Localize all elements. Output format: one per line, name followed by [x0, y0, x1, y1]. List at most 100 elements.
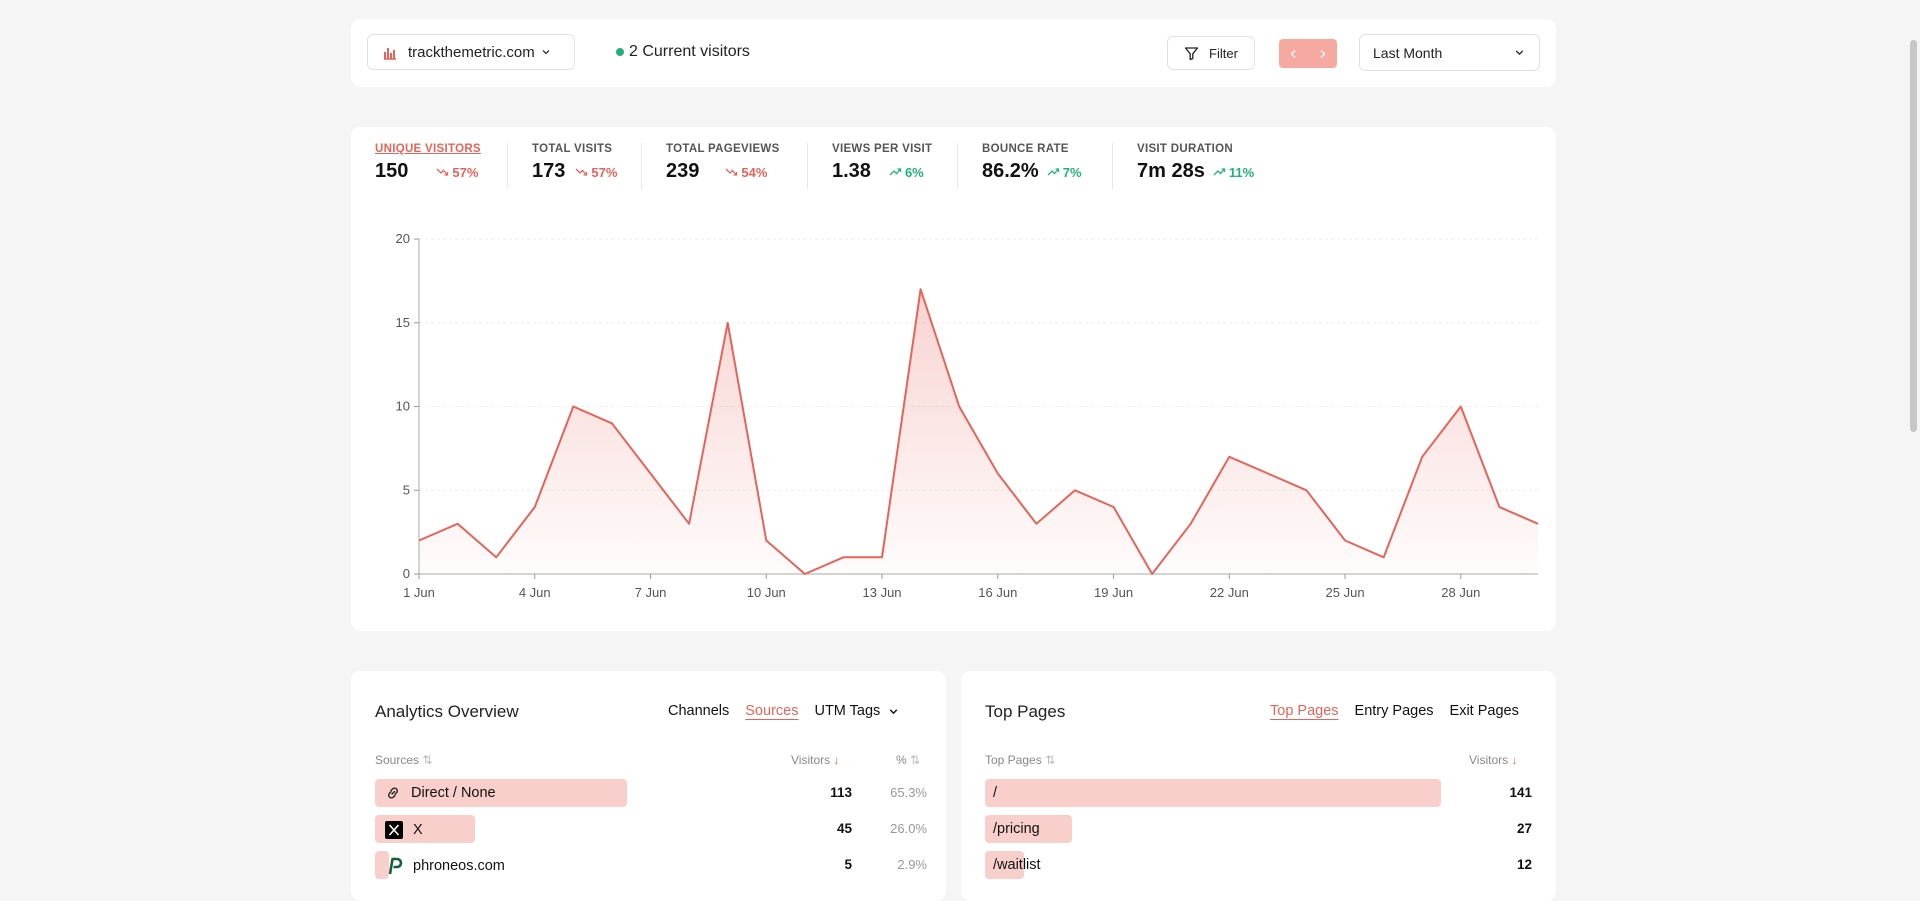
data-point [610, 421, 614, 425]
y-tick-label: 15 [396, 315, 410, 330]
table-row[interactable]: /pricing 27 [985, 815, 1532, 843]
data-point [726, 321, 730, 325]
column-header-visitors[interactable]: Visitors ↓ [1469, 753, 1517, 767]
filter-button[interactable]: Filter [1167, 36, 1255, 70]
data-point [880, 555, 884, 559]
data-point [1420, 455, 1424, 459]
data-point [1266, 472, 1270, 476]
stat-change-value: 6% [904, 165, 924, 180]
visitors-count: 141 [1509, 785, 1532, 800]
column-header-label: Sources [375, 753, 420, 767]
data-point [1304, 488, 1308, 492]
column-header-label: Visitors [1469, 753, 1509, 767]
visitors-count: 12 [1516, 857, 1532, 872]
stat-value: 150 [375, 160, 409, 182]
column-header-top-pages[interactable]: Top Pages ⇅ [985, 753, 1055, 767]
x-logo-icon [385, 821, 403, 839]
trend-down-icon [575, 165, 588, 180]
stat-views-per-visit[interactable]: VIEWS PER VISIT 1.38 6% [832, 143, 932, 183]
visitors-count: 113 [830, 785, 852, 800]
table-row[interactable]: X 45 26.0% [375, 815, 927, 843]
site-selector[interactable]: trackthemetric.com [367, 34, 575, 70]
column-header-percent[interactable]: % ⇅ [896, 753, 920, 767]
next-period-button[interactable] [1308, 39, 1337, 68]
share-bar [985, 851, 1024, 879]
x-tick-label: 16 Jun [978, 585, 1017, 600]
data-point [571, 405, 575, 409]
x-tick-label: 1 Jun [403, 585, 435, 600]
table-row[interactable]: / 141 [985, 779, 1532, 807]
page-path: / [993, 785, 998, 801]
chevron-left-icon [1290, 49, 1296, 58]
x-tick-label: 28 Jun [1441, 585, 1480, 600]
period-selector[interactable]: Last Month [1359, 34, 1540, 71]
x-tick-label: 7 Jun [635, 585, 667, 600]
data-point [1459, 405, 1463, 409]
stat-bounce-rate[interactable]: BOUNCE RATE 86.2% 7% [982, 143, 1082, 183]
stat-label: VISIT DURATION [1137, 143, 1233, 155]
row-label: /pricing [993, 821, 1040, 837]
share-bar [375, 851, 389, 879]
tab-exit-pages[interactable]: Exit Pages [1449, 703, 1519, 719]
top-toolbar: trackthemetric.com 2 Current visitors Fi… [351, 19, 1556, 87]
data-point [494, 555, 498, 559]
data-point [417, 539, 421, 543]
visitors-count: 5 [844, 857, 852, 872]
stat-change-value: 11% [1228, 165, 1255, 180]
stat-total-pageviews[interactable]: TOTAL PAGEVIEWS 239 54% [666, 143, 780, 183]
top-pages-tabs: Top Pages Entry Pages Exit Pages [1270, 703, 1519, 719]
panel-title: Top Pages [985, 702, 1066, 721]
data-point [456, 522, 460, 526]
tab-utm-tags[interactable]: UTM Tags [814, 703, 899, 719]
stat-change-value: 57% [591, 165, 618, 180]
series-area [419, 289, 1538, 574]
stat-label: BOUNCE RATE [982, 143, 1069, 155]
share-bar [375, 779, 627, 807]
stat-label: VIEWS PER VISIT [832, 143, 933, 155]
table-row[interactable]: Direct / None 113 65.3% [375, 779, 927, 807]
sort-desc-icon: ↓ [1511, 753, 1518, 767]
phroneos-logo-icon [388, 857, 403, 875]
top-pages-panel: Top Pages Top Pages Entry Pages Exit Pag… [961, 671, 1556, 901]
row-label: phroneos.com [385, 857, 505, 875]
y-tick-label: 20 [396, 231, 410, 246]
stat-change: 57% [575, 165, 617, 180]
row-label: Direct / None [385, 785, 496, 801]
x-tick-label: 19 Jun [1094, 585, 1133, 600]
tab-sources[interactable]: Sources [745, 703, 799, 719]
stat-visit-duration[interactable]: VISIT DURATION 7m 28s 11% [1137, 143, 1254, 183]
stat-unique-visitors[interactable]: UNIQUE VISITORS 150 57% [375, 143, 481, 183]
chevron-down-icon [889, 708, 898, 714]
data-point [533, 505, 537, 509]
data-point [841, 555, 845, 559]
site-name: trackthemetric.com [408, 43, 535, 61]
page-scrollbar[interactable] [1910, 40, 1917, 432]
stat-total-visits[interactable]: TOTAL VISITS 173 57% [532, 143, 617, 183]
table-row[interactable]: phroneos.com 5 2.9% [375, 851, 927, 879]
period-nav [1279, 39, 1337, 68]
page-path: /waitlist [993, 857, 1041, 873]
previous-period-button[interactable] [1279, 39, 1308, 68]
x-tick-label: 22 Jun [1210, 585, 1249, 600]
table-row[interactable]: /waitlist 12 [985, 851, 1532, 879]
stat-value: 1.38 [832, 160, 871, 182]
data-point [1189, 522, 1193, 526]
tab-utm-tags-label: UTM Tags [814, 703, 881, 719]
column-header-visitors[interactable]: Visitors ↓ [791, 753, 839, 767]
data-point [1497, 505, 1501, 509]
divider [807, 143, 808, 189]
y-tick-label: 0 [403, 566, 410, 581]
column-header-sources[interactable]: Sources ⇅ [375, 753, 432, 767]
x-tick-label: 10 Jun [747, 585, 786, 600]
tab-channels[interactable]: Channels [668, 703, 730, 719]
tab-entry-pages[interactable]: Entry Pages [1354, 703, 1434, 719]
tab-top-pages[interactable]: Top Pages [1270, 703, 1339, 719]
sort-icon: ⇅ [1045, 753, 1056, 767]
data-point [1150, 572, 1154, 576]
column-header-label: % [896, 753, 907, 767]
stat-label: UNIQUE VISITORS [375, 143, 481, 155]
data-point [1343, 539, 1347, 543]
x-tick-label: 4 Jun [519, 585, 551, 600]
visitors-area-chart[interactable]: 0 5 10 15 20 1 Jun 4 Jun 7 Jun 10 Jun 13 Jun 16 Ju… [351, 127, 1556, 631]
stat-change: 11% [1213, 165, 1254, 180]
